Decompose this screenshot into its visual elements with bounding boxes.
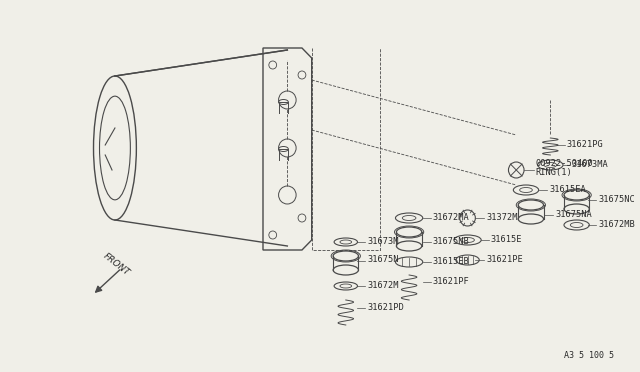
Text: 31615E: 31615E (491, 234, 522, 244)
Text: 31621PF: 31621PF (433, 276, 469, 285)
Text: 31615EA: 31615EA (549, 185, 586, 193)
Text: 31675NA: 31675NA (556, 209, 592, 218)
Text: 31673MA: 31673MA (572, 160, 609, 169)
Text: 31372M: 31372M (486, 212, 518, 221)
Text: 31621PG: 31621PG (567, 140, 604, 148)
Text: RING(1): RING(1) (536, 167, 573, 176)
Text: 31675NB: 31675NB (433, 237, 469, 246)
Text: 31672MA: 31672MA (433, 212, 469, 221)
Text: 31673M: 31673M (367, 237, 399, 246)
Text: 31675N: 31675N (367, 256, 399, 264)
Text: 31675NC: 31675NC (598, 195, 635, 203)
Text: 00922-50400: 00922-50400 (536, 158, 593, 167)
Text: 31621PD: 31621PD (367, 302, 404, 311)
Text: 31621PE: 31621PE (486, 254, 523, 263)
Text: 31615EB: 31615EB (433, 257, 469, 266)
Text: A3 5 100 5: A3 5 100 5 (564, 351, 614, 360)
Text: 31672M: 31672M (367, 280, 399, 289)
Text: 31672MB: 31672MB (598, 219, 635, 228)
Text: FRONT: FRONT (101, 252, 131, 278)
